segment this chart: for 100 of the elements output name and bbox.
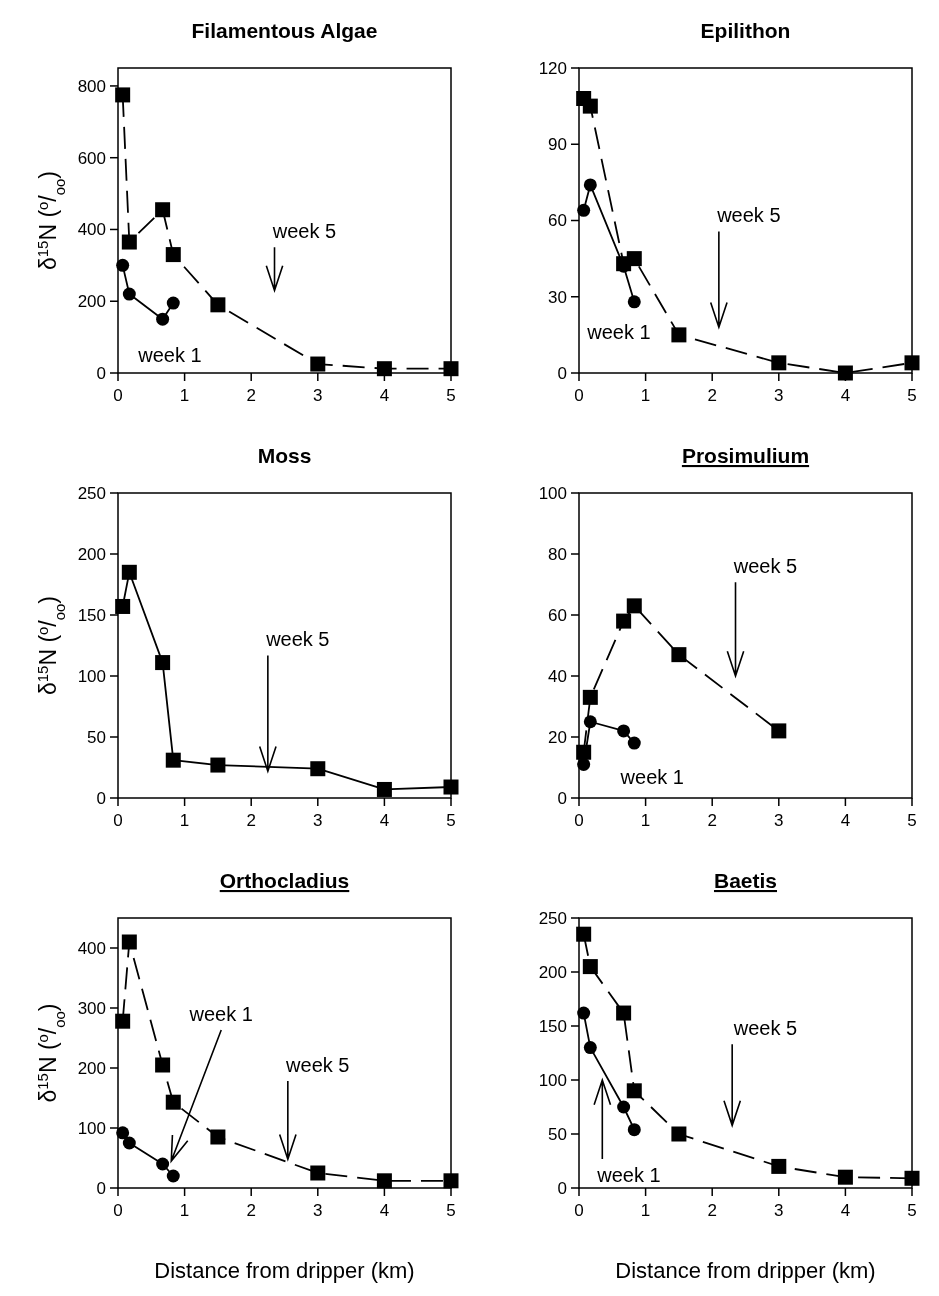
point — [115, 1013, 131, 1029]
y-tick-label: 250 — [538, 908, 567, 928]
y-tick-label: 150 — [538, 1016, 567, 1036]
chart-title: Moss — [257, 444, 312, 467]
point — [671, 1126, 687, 1142]
point — [583, 715, 597, 729]
point — [210, 757, 226, 773]
point — [165, 247, 181, 263]
point — [837, 365, 853, 381]
x-tick-label: 2 — [246, 811, 256, 830]
x-tick-label: 5 — [907, 386, 917, 405]
y-tick-label: 60 — [548, 605, 567, 625]
y-tick-label: 400 — [77, 220, 106, 240]
x-tick-label: 1 — [640, 386, 651, 405]
annotation: week 5 — [732, 555, 798, 578]
point — [616, 1005, 632, 1021]
point — [617, 1100, 631, 1114]
y-tick-label: 150 — [77, 605, 106, 625]
x-tick-label: 3 — [774, 1201, 784, 1220]
point — [577, 203, 591, 217]
point — [771, 723, 787, 739]
point — [121, 934, 137, 950]
annotation: week 5 — [716, 204, 781, 227]
chart-title: Epilithon — [700, 19, 791, 42]
point — [115, 87, 131, 103]
point — [310, 356, 326, 372]
x-tick-label: 1 — [640, 1201, 651, 1220]
x-tick-label: 5 — [446, 1201, 456, 1220]
point — [443, 1173, 459, 1189]
point — [627, 295, 641, 309]
point — [165, 1094, 181, 1110]
point — [155, 1057, 171, 1073]
annotation: week 5 — [732, 1017, 798, 1040]
x-tick-label: 3 — [313, 386, 323, 405]
x-tick-label: 4 — [840, 811, 851, 830]
y-tick-label: 250 — [77, 483, 106, 503]
y-tick-label: 0 — [96, 1178, 106, 1198]
point — [582, 98, 598, 114]
x-tick-label: 1 — [640, 811, 651, 830]
x-tick-label: 0 — [113, 1201, 123, 1220]
x-tick-label: 4 — [379, 1201, 390, 1220]
y-tick-label: 50 — [548, 1124, 567, 1144]
y-tick-label: 800 — [77, 76, 106, 96]
point — [210, 1129, 226, 1145]
x-tick-label: 4 — [840, 1201, 851, 1220]
point — [310, 761, 326, 777]
y-tick-label: 30 — [548, 287, 567, 307]
annotation: week 5 — [265, 628, 330, 651]
x-tick-label: 4 — [379, 386, 390, 405]
y-tick-label: 200 — [77, 544, 106, 564]
annotation: week 1 — [188, 1003, 253, 1025]
x-tick-label: 2 — [707, 386, 717, 405]
x-tick-label: 4 — [840, 386, 851, 405]
point — [165, 752, 181, 768]
point — [116, 258, 130, 272]
x-tick-label: 0 — [113, 386, 123, 405]
y-tick-label: 0 — [557, 788, 567, 808]
x-tick-label: 5 — [446, 811, 456, 830]
y-tick-label: 0 — [96, 363, 106, 383]
point — [627, 1123, 641, 1137]
x-tick-label: 5 — [907, 811, 917, 830]
point — [156, 312, 170, 326]
x-tick-label: 2 — [246, 1201, 256, 1220]
x-tick-label: 2 — [707, 1201, 717, 1220]
point — [627, 736, 641, 750]
point — [121, 234, 137, 250]
x-tick-label: 5 — [907, 1201, 917, 1220]
point — [443, 779, 459, 795]
x-tick-label: 1 — [179, 811, 190, 830]
point — [210, 297, 226, 313]
y-tick-label: 0 — [557, 363, 567, 383]
point — [577, 1006, 591, 1020]
y-tick-label: 0 — [96, 788, 106, 808]
point — [582, 689, 598, 705]
x-tick-label: 3 — [313, 811, 323, 830]
point — [121, 564, 137, 580]
y-tick-label: 100 — [77, 1118, 106, 1138]
x-tick-label: 0 — [574, 386, 584, 405]
x-tick-label: 3 — [313, 1201, 323, 1220]
point — [155, 655, 171, 671]
point — [155, 202, 171, 218]
point — [116, 1126, 130, 1140]
point — [582, 959, 598, 975]
y-tick-label: 400 — [77, 938, 106, 958]
y-tick-label: 90 — [548, 135, 567, 155]
annotation: week 5 — [285, 1054, 350, 1076]
point — [166, 1169, 180, 1183]
point — [115, 598, 131, 614]
point — [771, 355, 787, 371]
chart-title: Baetis — [713, 869, 778, 892]
x-tick-label: 4 — [379, 811, 390, 830]
y-tick-label: 100 — [77, 666, 106, 686]
y-tick-label: 120 — [538, 58, 567, 78]
point — [617, 724, 631, 738]
x-tick-label: 0 — [113, 811, 123, 830]
x-tick-label: 0 — [574, 1201, 584, 1220]
x-tick-label: 0 — [574, 811, 584, 830]
annotation: week 1 — [596, 1164, 661, 1187]
point — [616, 613, 632, 629]
point — [626, 598, 642, 614]
